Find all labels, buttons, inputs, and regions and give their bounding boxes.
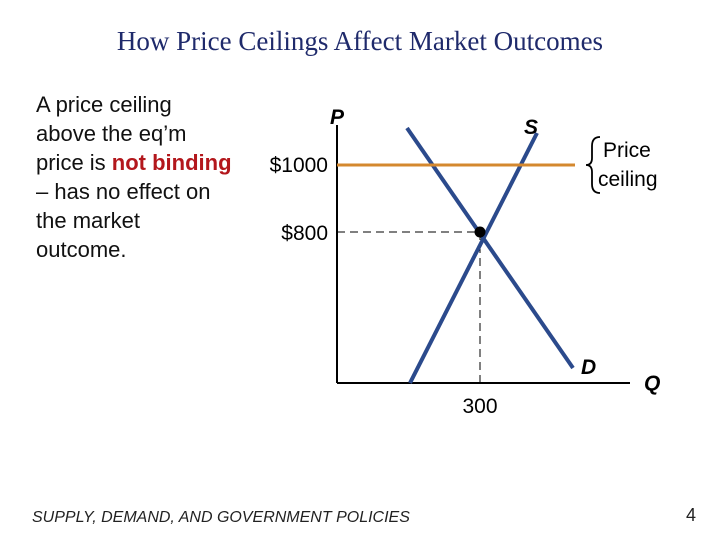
supply-label: S: [524, 116, 538, 139]
x-axis-label: Q: [644, 372, 660, 395]
ceiling-label-line1: Price: [603, 139, 651, 162]
explanation-part-1: A price ceiling above the eq’m price is: [36, 92, 187, 175]
ceiling-price-label: $1000: [270, 154, 328, 177]
y-axis-label: P: [330, 106, 345, 129]
equilibrium-point: [474, 226, 486, 238]
page-number: 4: [686, 505, 697, 525]
demand-curve: [405, 126, 575, 370]
slide-title: How Price Ceilings Affect Market Outcome…: [116, 26, 604, 56]
explanation-part-2: – has no effect on the market outcome.: [36, 179, 211, 262]
explanation-highlight: not binding: [111, 150, 232, 175]
slide-footer: SUPPLY, DEMAND, AND GOVERNMENT POLICIES: [32, 509, 410, 526]
equilibrium-quantity-label: 300: [462, 395, 497, 418]
ceiling-label-line2: ceiling: [598, 168, 658, 191]
supply-curve: [408, 132, 539, 384]
ceiling-brace: [585, 136, 601, 194]
explanation-text: A price ceiling above the eq’m price is …: [36, 90, 236, 264]
demand-label: D: [581, 356, 596, 379]
equilibrium-price-label: $800: [281, 222, 328, 245]
